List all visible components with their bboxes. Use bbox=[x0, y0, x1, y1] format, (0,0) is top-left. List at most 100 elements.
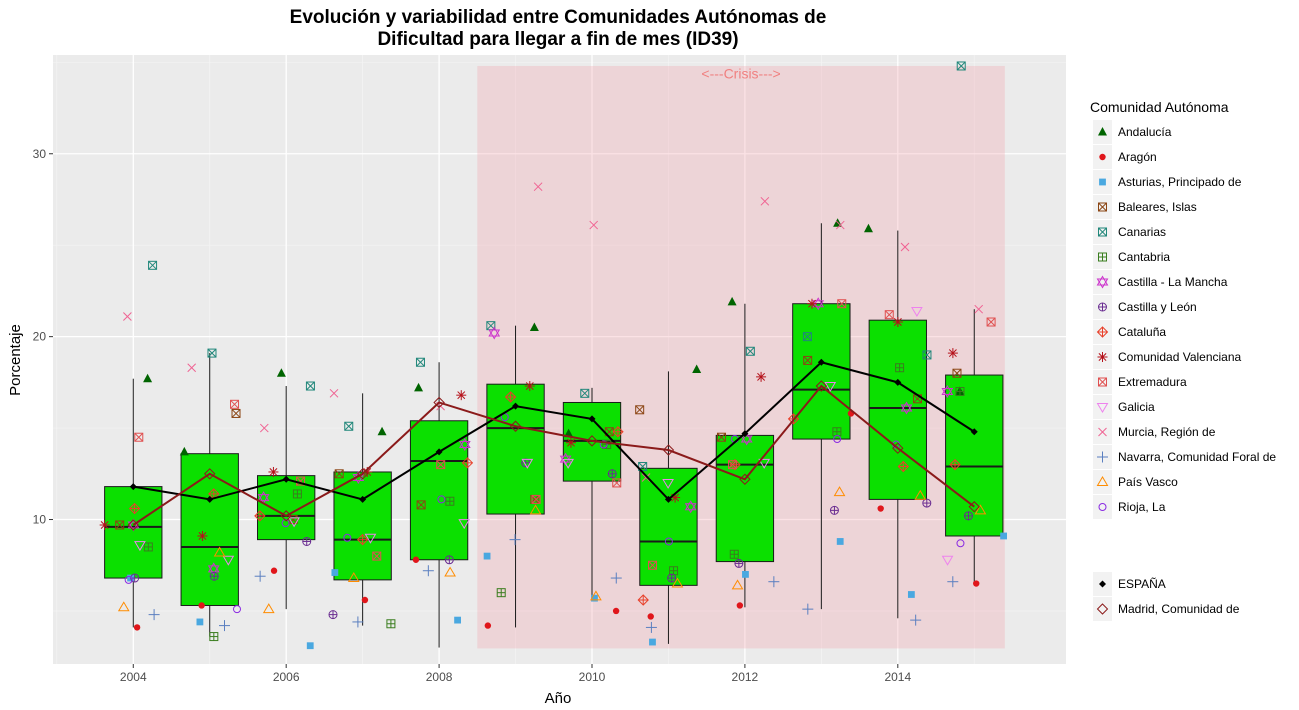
point-galicia bbox=[941, 555, 954, 566]
legend-marker bbox=[1099, 153, 1106, 161]
point-canarias bbox=[148, 260, 158, 270]
series-point bbox=[892, 442, 904, 454]
point-navarra-comunidad-foral-de bbox=[910, 614, 922, 626]
point-navarra-comunidad-foral-de bbox=[645, 621, 657, 633]
point-extremadura bbox=[727, 460, 737, 470]
legend-item: Navarra, Comunidad Foral de bbox=[1093, 445, 1276, 469]
point-cantabria bbox=[143, 542, 153, 552]
y-tick-label: 30 bbox=[33, 147, 47, 161]
point-arag-n bbox=[270, 567, 278, 574]
legend-label: Aragón bbox=[1118, 150, 1157, 164]
legend-label: Murcia, Región de bbox=[1118, 425, 1216, 439]
legend-item: País Vasco bbox=[1093, 470, 1178, 494]
point-castilla-la-mancha bbox=[684, 500, 697, 514]
point-castilla-y-le-n bbox=[829, 505, 839, 515]
point-extremadura bbox=[531, 494, 541, 504]
x-tick-label: 2010 bbox=[579, 670, 606, 684]
point-arag-n bbox=[133, 624, 141, 631]
legend-marker bbox=[1098, 252, 1107, 262]
point-galicia bbox=[824, 382, 837, 393]
point-pa-s-vasco bbox=[117, 601, 130, 612]
point-rioja-la bbox=[437, 495, 446, 504]
legend-marker bbox=[1098, 427, 1107, 437]
y-axis: 10 20 30 bbox=[33, 147, 53, 527]
point-extremadura bbox=[648, 560, 658, 570]
point-baleares-islas bbox=[803, 355, 813, 365]
point-pa-s-vasco bbox=[590, 590, 602, 601]
x-tick-label: 2012 bbox=[732, 670, 759, 684]
point-castilla-la-mancha bbox=[941, 385, 954, 398]
point-galicia bbox=[134, 541, 146, 552]
series-point bbox=[894, 378, 902, 386]
legend-marker bbox=[1098, 202, 1107, 212]
point-catalu-a bbox=[949, 458, 961, 471]
point-andaluc-a bbox=[377, 426, 387, 436]
point-arag-n bbox=[647, 613, 654, 620]
point-cantabria bbox=[292, 489, 302, 499]
point-canarias bbox=[802, 332, 812, 342]
point-murcia-regi-n-de bbox=[329, 388, 339, 398]
point-asturias-principado-de bbox=[306, 642, 314, 650]
point-castilla-y-le-n bbox=[209, 571, 219, 581]
point-baleares-islas bbox=[952, 368, 962, 378]
series-point bbox=[127, 519, 139, 531]
point-castilla-la-mancha bbox=[257, 491, 270, 505]
point-castilla-y-le-n bbox=[302, 536, 312, 546]
point-canarias bbox=[745, 346, 755, 356]
point-catalu-a bbox=[897, 460, 909, 473]
series-point bbox=[433, 396, 445, 409]
point-arag-n bbox=[736, 602, 744, 609]
point-castilla-la-mancha bbox=[488, 326, 501, 340]
point-comunidad-valenciana bbox=[892, 317, 903, 328]
point-galicia bbox=[662, 478, 674, 489]
point-arag-n bbox=[198, 602, 205, 609]
legend-marker bbox=[1096, 275, 1109, 289]
legend-item: Castilla y León bbox=[1093, 295, 1197, 319]
point-andaluc-a bbox=[692, 364, 702, 374]
legend-marker bbox=[1099, 178, 1106, 186]
legend-item: Rioja, La bbox=[1093, 495, 1166, 519]
point-canarias bbox=[415, 357, 425, 367]
legend-item: Andalucía bbox=[1093, 120, 1172, 144]
point-pa-s-vasco bbox=[347, 572, 360, 583]
point-castilla-y-le-n bbox=[667, 573, 677, 583]
point-extremadura bbox=[612, 478, 622, 488]
point-pa-s-vasco bbox=[914, 489, 927, 500]
point-canarias bbox=[956, 61, 966, 71]
point-catalu-a bbox=[729, 458, 741, 471]
point-extremadura bbox=[436, 460, 446, 470]
point-castilla-y-le-n bbox=[444, 555, 454, 565]
point-murcia-regi-n-de bbox=[760, 196, 770, 206]
point-galicia bbox=[288, 517, 300, 528]
point-catalu-a bbox=[254, 510, 266, 522]
point-pa-s-vasco bbox=[974, 504, 987, 515]
crisis-label: <---Crisis---> bbox=[701, 65, 780, 81]
legend-item: Extremadura bbox=[1093, 370, 1187, 394]
point-cantabria bbox=[496, 588, 506, 598]
series-point bbox=[204, 468, 216, 480]
y-axis-title: Porcentaje bbox=[7, 324, 24, 396]
legend-label: Rioja, La bbox=[1118, 500, 1166, 514]
legend-label: Cantabria bbox=[1118, 250, 1170, 264]
series-point bbox=[664, 495, 672, 503]
point-catalu-a bbox=[637, 594, 649, 606]
box bbox=[257, 475, 316, 541]
point-comunidad-valenciana bbox=[456, 390, 467, 401]
legend-label: Baleares, Islas bbox=[1118, 200, 1197, 214]
series-point bbox=[815, 380, 828, 392]
point-catalu-a bbox=[356, 533, 369, 546]
point-catalu-a bbox=[504, 391, 517, 403]
point-galicia bbox=[458, 519, 471, 530]
legend-label: Cataluña bbox=[1118, 325, 1166, 339]
legend-item: Comunidad Valenciana bbox=[1093, 345, 1242, 369]
legend-item: Baleares, Islas bbox=[1093, 195, 1197, 219]
point-comunidad-valenciana bbox=[756, 371, 767, 382]
point-pa-s-vasco bbox=[671, 577, 684, 588]
point-navarra-comunidad-foral-de bbox=[947, 576, 959, 588]
legend-item: Murcia, Región de bbox=[1093, 420, 1216, 444]
y-tick-label: 20 bbox=[33, 330, 47, 344]
point-comunidad-valenciana bbox=[947, 348, 958, 359]
legend-marker bbox=[1098, 503, 1107, 511]
y-tick-label: 10 bbox=[33, 513, 47, 527]
